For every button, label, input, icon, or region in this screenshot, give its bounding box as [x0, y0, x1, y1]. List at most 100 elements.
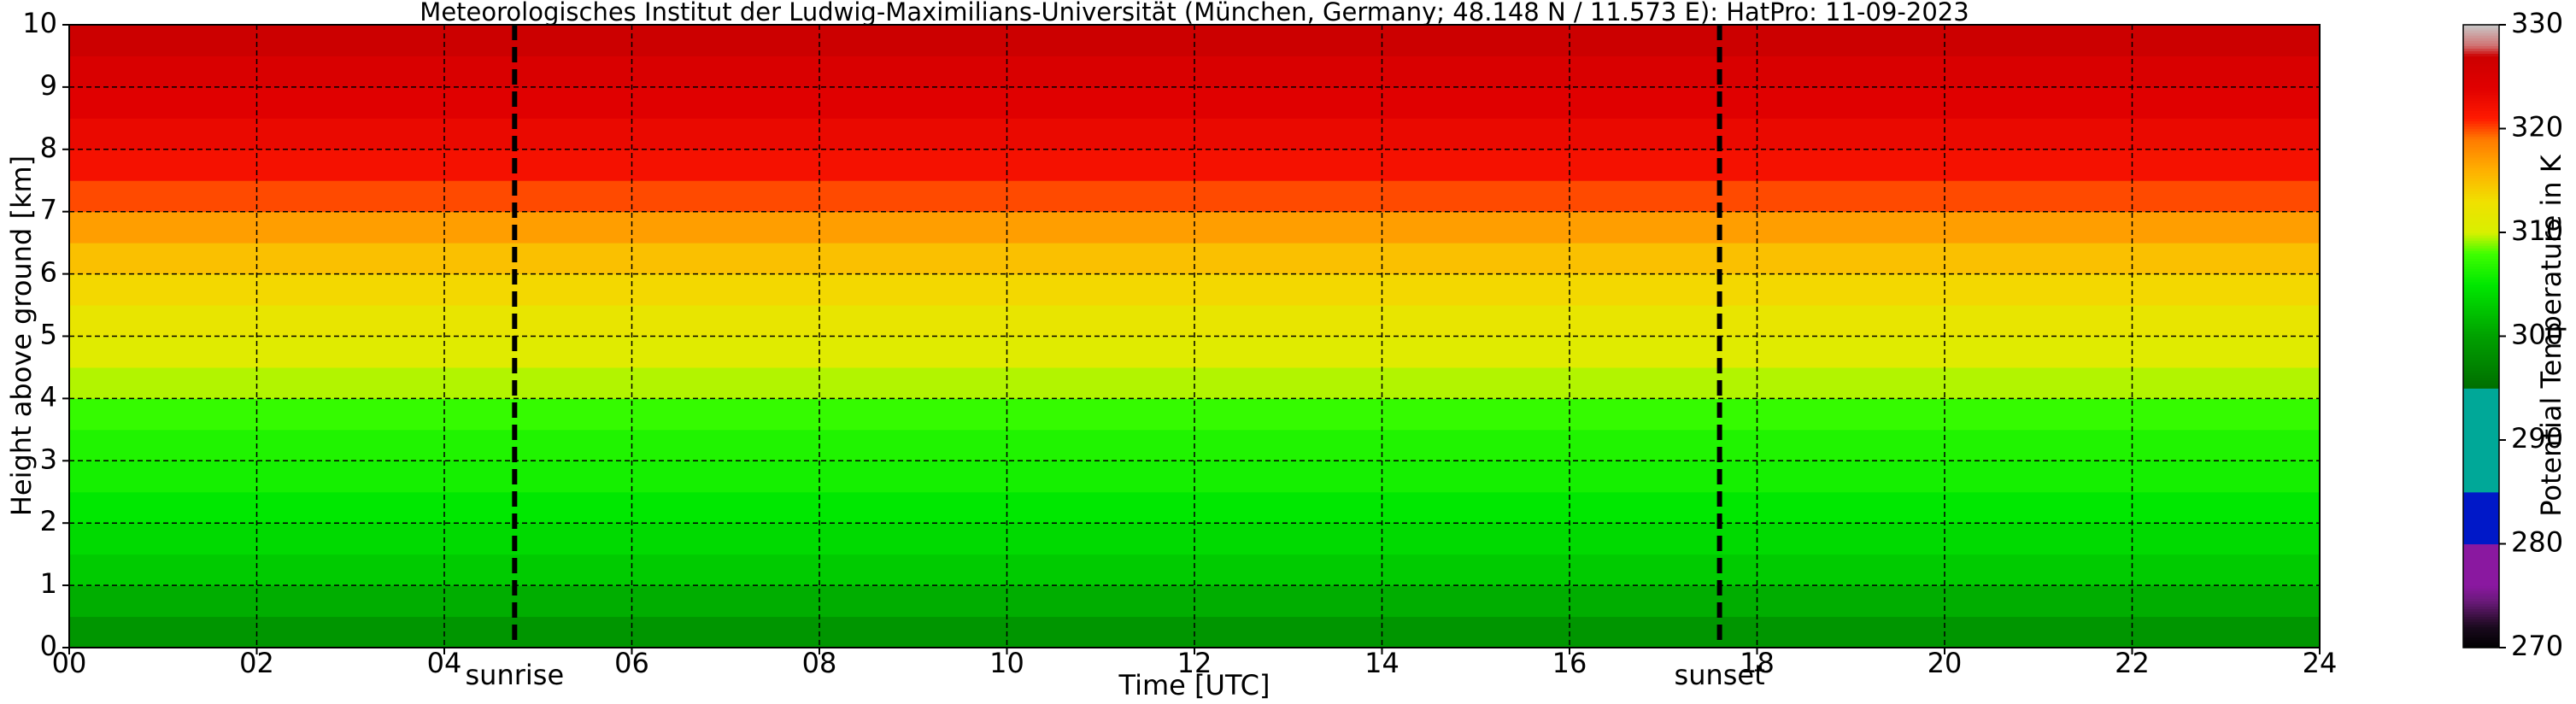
colorbar-segment	[2463, 380, 2499, 384]
colorbar-segment	[2463, 178, 2499, 181]
colorbar-segment	[2463, 255, 2499, 259]
y-tick-label: 8	[40, 132, 57, 164]
colorbar-segment	[2463, 25, 2499, 28]
colorbar-segment	[2463, 478, 2499, 483]
colorbar-segment	[2463, 595, 2499, 599]
colorbar-segment	[2463, 349, 2499, 353]
colorbar-segment	[2463, 461, 2499, 464]
colorbar-segment	[2463, 429, 2499, 433]
colorbar-segment	[2463, 639, 2499, 643]
colorbar-segment	[2463, 561, 2499, 566]
colorbar-segment	[2463, 583, 2499, 586]
plot-frame	[68, 24, 2321, 648]
colorbar-segment	[2463, 253, 2499, 256]
colorbar-segment	[2463, 183, 2499, 186]
colorbar-segment	[2463, 175, 2499, 179]
colorbar-segment	[2463, 302, 2499, 306]
colorbar-segment	[2463, 520, 2499, 524]
colorbar-segment	[2463, 354, 2499, 358]
colorbar-segment	[2463, 388, 2499, 391]
chart-title: Meteorologisches Institut der Ludwig-Max…	[420, 0, 1969, 26]
colorbar-segment	[2463, 235, 2499, 238]
colorbar-segment	[2463, 240, 2499, 243]
colorbar-segment	[2463, 284, 2499, 288]
colorbar-segment	[2463, 424, 2499, 428]
colorbar-segment	[2463, 66, 2499, 70]
colorbar-segment	[2463, 513, 2499, 516]
colorbar-segment	[2463, 373, 2499, 376]
colorbar-segment	[2463, 566, 2499, 571]
colorbar-segment	[2463, 574, 2499, 578]
colorbar-segment	[2463, 525, 2499, 529]
annotation-label: sunrise	[465, 659, 564, 691]
x-tick-label: 00	[52, 647, 87, 679]
colorbar-segment	[2463, 43, 2499, 46]
colorbar-segment	[2463, 216, 2499, 220]
colorbar-segment	[2463, 569, 2499, 573]
colorbar-segment	[2463, 196, 2499, 200]
colorbar-segment	[2463, 229, 2499, 233]
colorbar-segment	[2463, 281, 2499, 285]
colorbar-segment	[2463, 385, 2499, 389]
colorbar-segment	[2463, 113, 2499, 116]
colorbar-segment	[2463, 291, 2499, 296]
colorbar-segment	[2463, 593, 2499, 596]
colorbar-segment	[2463, 556, 2499, 560]
colorbar-segment	[2463, 613, 2499, 618]
colorbar-segment	[2463, 434, 2499, 438]
colorbar-segment	[2463, 191, 2499, 195]
colorbar-segment	[2463, 323, 2499, 326]
colorbar-segment	[2463, 310, 2499, 314]
colorbar-segment	[2463, 273, 2499, 278]
colorbar-segment	[2463, 238, 2499, 241]
x-tick-label: 12	[1177, 647, 1212, 679]
colorbar-segment	[2463, 489, 2499, 493]
x-tick-label: 22	[2115, 647, 2150, 679]
colorbar-segment	[2463, 201, 2499, 205]
colorbar-segment	[2463, 408, 2499, 413]
colorbar-segment	[2463, 185, 2499, 189]
colorbar-segment	[2463, 507, 2499, 511]
colorbar-segment	[2463, 437, 2499, 441]
colorbar-segment	[2463, 346, 2499, 350]
colorbar-tick-label: 310	[2511, 214, 2563, 247]
colorbar-tick-label: 320	[2511, 111, 2563, 144]
colorbar-segment	[2463, 81, 2499, 85]
colorbar-segment	[2463, 510, 2499, 513]
colorbar-segment	[2463, 84, 2499, 88]
x-tick-label: 02	[239, 647, 274, 679]
colorbar-segment	[2463, 120, 2499, 125]
x-tick-label: 04	[427, 647, 462, 679]
colorbar-segment	[2463, 367, 2499, 371]
colorbar-segment	[2463, 245, 2499, 249]
colorbar-segment	[2463, 333, 2499, 337]
colorbar-tick-label: 330	[2511, 7, 2563, 39]
colorbar-segment	[2463, 123, 2499, 127]
colorbar-segment	[2463, 426, 2499, 431]
colorbar-segment	[2463, 128, 2499, 132]
colorbar-segment	[2463, 466, 2499, 470]
colorbar-segment	[2463, 38, 2499, 41]
colorbar-segment	[2463, 403, 2499, 408]
y-tick-label: 7	[40, 194, 57, 226]
colorbar-segment	[2463, 390, 2499, 394]
colorbar-segment	[2463, 359, 2499, 363]
colorbar-segment	[2463, 165, 2499, 168]
colorbar-segment	[2463, 279, 2499, 283]
colorbar-segment	[2463, 63, 2499, 67]
colorbar-segment	[2463, 533, 2499, 537]
colorbar-segment	[2463, 486, 2499, 490]
colorbar-segment	[2463, 398, 2499, 402]
colorbar-tick-label: 270	[2511, 630, 2563, 662]
colorbar-segment	[2463, 173, 2499, 176]
colorbar-segment	[2463, 445, 2499, 449]
colorbar-segment	[2463, 320, 2499, 324]
colorbar-segment	[2463, 559, 2499, 563]
colorbar-segment	[2463, 58, 2499, 62]
colorbar-segment	[2463, 226, 2499, 231]
y-tick-label: 10	[22, 7, 57, 39]
colorbar-segment	[2463, 543, 2499, 548]
colorbar-segment	[2463, 89, 2499, 93]
colorbar-segment	[2463, 572, 2499, 576]
colorbar-segment	[2463, 276, 2499, 280]
